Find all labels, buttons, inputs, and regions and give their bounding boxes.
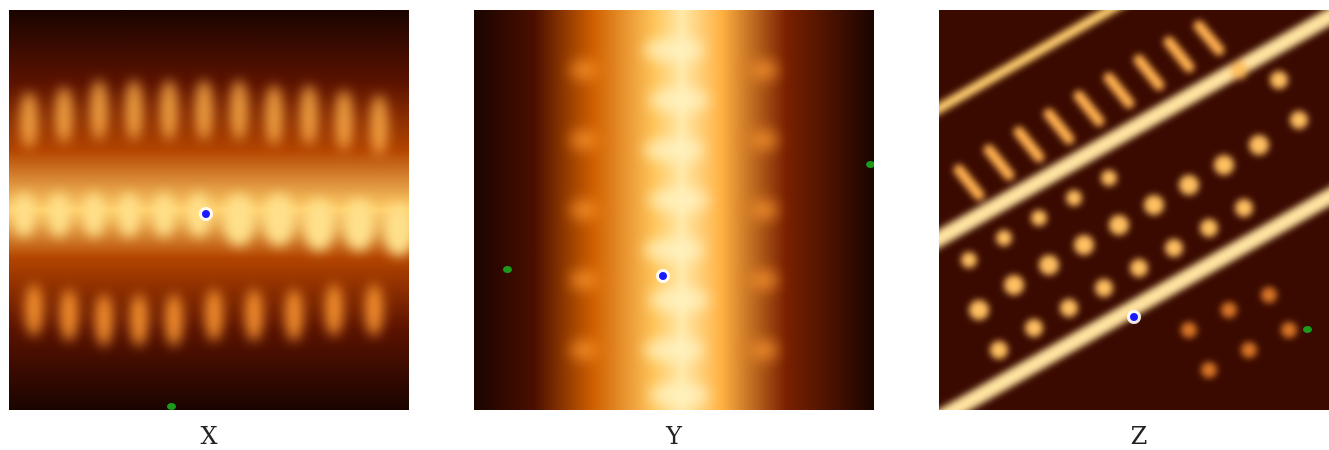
caption-y: Y [666, 422, 682, 450]
blue-marker [1130, 313, 1138, 321]
blue-marker [659, 272, 667, 280]
heatmap-image-x [9, 10, 409, 410]
green-marker [503, 266, 512, 273]
caption-x: X [200, 422, 218, 450]
caption-z: Z [1130, 422, 1148, 450]
green-marker [866, 161, 874, 168]
heatmap-image-z [939, 10, 1329, 410]
green-marker [1303, 326, 1312, 333]
green-marker [167, 403, 176, 410]
blue-marker [202, 210, 210, 218]
heatmap-image-y [474, 10, 874, 410]
